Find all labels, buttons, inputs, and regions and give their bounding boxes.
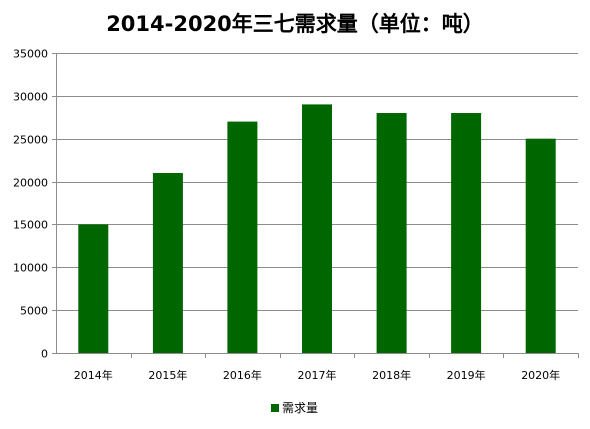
y-tick-label: 35000 xyxy=(13,48,48,61)
x-tick-label: 2016年 xyxy=(223,368,262,382)
bar xyxy=(302,104,332,354)
legend-label: 需求量 xyxy=(282,401,318,415)
bar xyxy=(451,113,482,353)
x-tick-label: 2019年 xyxy=(447,368,486,382)
x-tick-label: 2015年 xyxy=(148,368,187,382)
x-tick-labels: 2014年 2015年 2016年 2017年 2018年 2019年 2020年 xyxy=(74,368,560,382)
x-tick-label: 2014年 xyxy=(74,368,113,382)
bar xyxy=(525,138,556,353)
y-tick-label: 5000 xyxy=(20,305,48,318)
legend: 需求量 xyxy=(271,401,318,415)
bar xyxy=(227,121,258,353)
x-tick-label: 2018年 xyxy=(372,368,411,382)
y-tick-label: 0 xyxy=(41,348,48,361)
y-tick-labels: 0 5000 10000 15000 20000 25000 30000 35000 xyxy=(13,48,48,361)
y-tick-label: 20000 xyxy=(13,177,48,190)
axes xyxy=(52,53,579,358)
x-tick-label: 2017年 xyxy=(298,368,337,382)
bars xyxy=(78,104,556,354)
x-tick-label: 2020年 xyxy=(521,368,560,382)
y-tick-label: 15000 xyxy=(13,219,48,232)
y-tick-label: 25000 xyxy=(13,134,48,147)
y-tick-label: 30000 xyxy=(13,91,48,104)
legend-swatch xyxy=(271,404,279,412)
bar xyxy=(376,113,407,353)
bar xyxy=(152,173,183,353)
bar xyxy=(78,224,109,353)
chart-title: 2014-2020年三七需求量（单位：吨） xyxy=(106,12,484,36)
y-tick-label: 10000 xyxy=(13,262,48,275)
